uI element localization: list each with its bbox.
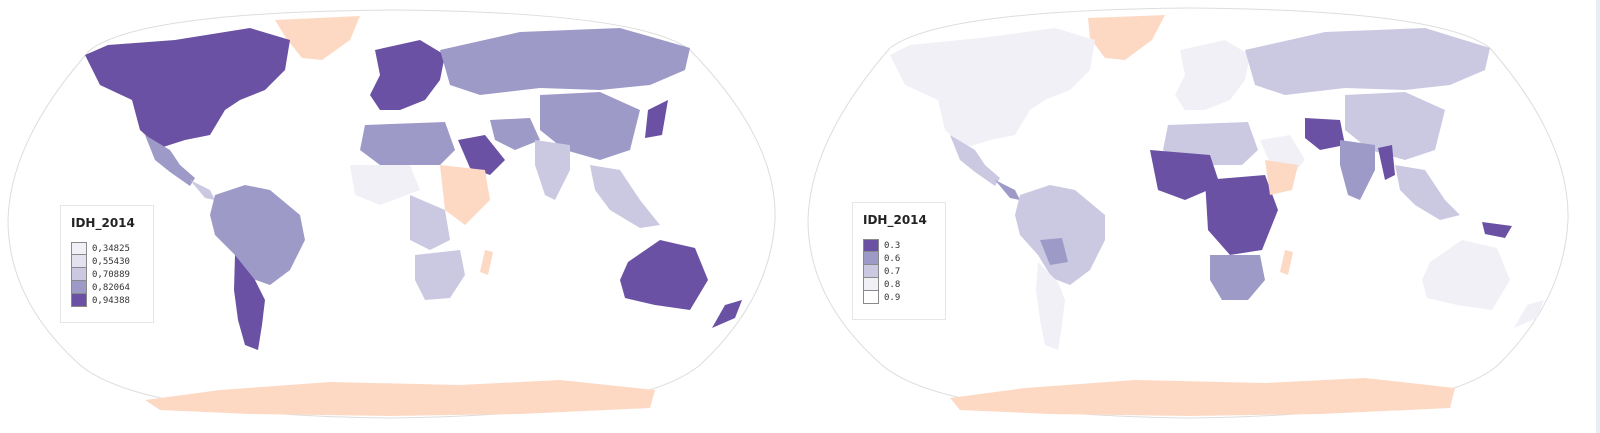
world-map-left[interactable] — [0, 0, 795, 433]
region-southern-africa[interactable] — [415, 250, 465, 300]
legend-item: 0.9 — [863, 291, 935, 304]
legend-item: 0.3 — [863, 239, 935, 252]
region-mexico[interactable] — [145, 135, 195, 186]
region-antarctica[interactable] — [145, 380, 655, 416]
legend-title: IDH_2014 — [863, 213, 927, 227]
legend-swatch — [863, 278, 879, 291]
legend-swatch — [863, 239, 879, 252]
legend-item: 0,34825 — [71, 242, 143, 255]
region-west-africa[interactable] — [1150, 150, 1220, 200]
map-panel-right[interactable]: IDH_2014 0.3 0.6 0.7 0.8 0.9 — [800, 0, 1600, 433]
region-greenland[interactable] — [275, 16, 360, 60]
legend-label: 0.6 — [884, 253, 901, 264]
region-north-africa[interactable] — [360, 122, 455, 165]
region-india[interactable] — [535, 140, 570, 200]
region-russia[interactable] — [440, 28, 690, 95]
legend-swatch — [71, 268, 87, 281]
region-middle-east[interactable] — [458, 135, 505, 175]
region-central-america[interactable] — [190, 180, 215, 200]
region-south-asia-west[interactable] — [1305, 118, 1345, 150]
legend-items: 0,34825 0,55430 0,70889 0,82064 0,94388 — [71, 242, 143, 307]
legend-left: IDH_2014 0,34825 0,55430 0,70889 0,82064 0,9… — [60, 205, 154, 323]
legend-swatch — [71, 294, 87, 307]
region-iran[interactable] — [490, 118, 540, 150]
region-new-zealand[interactable] — [712, 300, 742, 328]
legend-swatch — [71, 255, 87, 268]
legend-title: IDH_2014 — [71, 216, 135, 230]
legend-label: 0.9 — [884, 292, 901, 303]
region-china[interactable] — [1345, 92, 1445, 160]
region-india[interactable] — [1340, 140, 1375, 200]
region-new-zealand[interactable] — [1514, 300, 1544, 328]
legend-label: 0,82064 — [92, 282, 130, 293]
region-antarctica[interactable] — [950, 378, 1455, 416]
region-horn-of-africa[interactable] — [1265, 160, 1298, 195]
region-bolivia[interactable] — [1040, 238, 1068, 265]
legend-items: 0.3 0.6 0.7 0.8 0.9 — [863, 239, 935, 304]
legend-label: 0.8 — [884, 279, 901, 290]
legend-label: 0,94388 — [92, 295, 130, 306]
legend-swatch — [71, 242, 87, 255]
legend-item: 0.7 — [863, 265, 935, 278]
countries-left — [85, 16, 742, 416]
legend-swatch — [863, 265, 879, 278]
scrollbar-edge — [1596, 0, 1600, 433]
region-myanmar[interactable] — [1378, 145, 1395, 180]
region-north-america[interactable] — [85, 28, 290, 148]
region-southeast-asia[interactable] — [1395, 165, 1460, 220]
legend-swatch — [863, 291, 879, 304]
legend-swatch — [863, 252, 879, 265]
region-australia[interactable] — [620, 240, 708, 310]
region-papua[interactable] — [1482, 222, 1512, 238]
countries-right — [890, 15, 1544, 416]
legend-label: 0.7 — [884, 266, 901, 277]
region-north-america[interactable] — [890, 28, 1095, 148]
map-panel-left[interactable]: IDH_2014 0,34825 0,55430 0,70889 0,82064 0,9… — [0, 0, 795, 433]
world-map-right[interactable] — [800, 0, 1600, 433]
legend-item: 0,94388 — [71, 294, 143, 307]
legend-label: 0,34825 — [92, 243, 130, 254]
region-europe[interactable] — [370, 40, 445, 110]
region-south-america-north[interactable] — [210, 185, 305, 285]
legend-item: 0.8 — [863, 278, 935, 291]
legend-right: IDH_2014 0.3 0.6 0.7 0.8 0.9 — [852, 202, 946, 320]
region-central-america[interactable] — [995, 180, 1020, 200]
region-greenland[interactable] — [1088, 15, 1165, 60]
region-australia[interactable] — [1422, 240, 1510, 310]
legend-item: 0,55430 — [71, 255, 143, 268]
region-west-africa[interactable] — [350, 165, 420, 205]
region-southeast-asia[interactable] — [590, 165, 660, 228]
region-central-africa[interactable] — [410, 195, 450, 250]
region-south-america-south[interactable] — [234, 255, 265, 350]
region-mexico[interactable] — [950, 135, 1000, 186]
legend-label: 0.3 — [884, 240, 901, 251]
region-south-america-north[interactable] — [1015, 185, 1105, 285]
region-europe[interactable] — [1175, 40, 1250, 110]
legend-label: 0,55430 — [92, 256, 130, 267]
legend-item: 0.6 — [863, 252, 935, 265]
region-china[interactable] — [540, 92, 640, 160]
legend-item: 0,82064 — [71, 281, 143, 294]
region-southern-africa[interactable] — [1210, 255, 1265, 300]
region-madagascar[interactable] — [1280, 250, 1293, 275]
region-east-africa[interactable] — [440, 165, 490, 225]
region-south-america-south[interactable] — [1036, 262, 1065, 350]
legend-label: 0,70889 — [92, 269, 130, 280]
region-madagascar[interactable] — [480, 250, 493, 275]
region-central-africa[interactable] — [1205, 175, 1278, 255]
region-russia[interactable] — [1245, 28, 1490, 95]
legend-item: 0,70889 — [71, 268, 143, 281]
legend-swatch — [71, 281, 87, 294]
region-japan[interactable] — [645, 100, 668, 138]
